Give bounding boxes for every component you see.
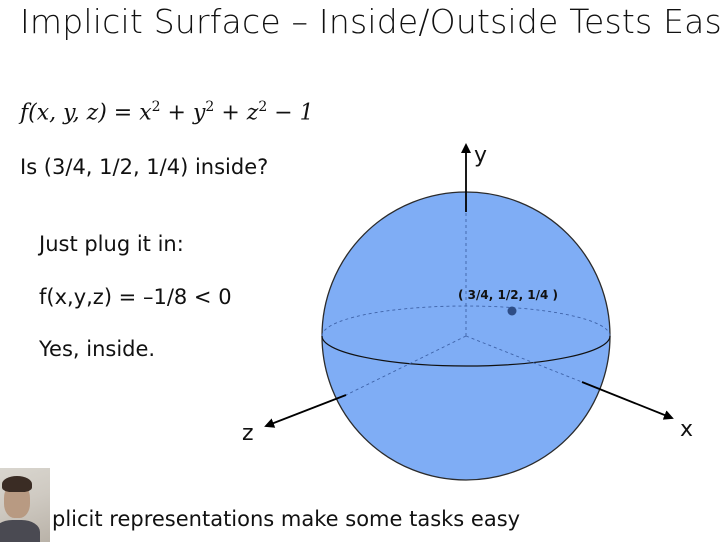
bottom-caption: plicit representations make some tasks e… [52, 507, 521, 531]
point-label: ( 3/4, 1/2, 1/4 ) [458, 288, 558, 302]
presenter-shirt [0, 520, 40, 542]
y-axis-label: y [474, 143, 487, 168]
z-axis-label: z [242, 421, 254, 446]
presenter-hair [2, 476, 32, 492]
formula-plus-y: + y [160, 100, 206, 126]
z-axis-arrow [264, 394, 347, 428]
result-text: Yes, inside. [39, 337, 156, 361]
formula-minus-one: − 1 [267, 100, 314, 126]
equator-front [321, 335, 611, 367]
formula-exponent-y: 2 [205, 99, 215, 115]
implicit-function-formula: f(x, y, z) = x2 + y2 + z2 − 1 [20, 99, 314, 125]
inside-question: Is (3/4, 1/2, 1/4) inside? [20, 155, 269, 179]
slide-title: Implicit Surface – Inside/Outside Tests … [20, 2, 723, 41]
webcam-overlay [0, 468, 50, 542]
formula-exponent-z: 2 [258, 99, 268, 115]
x-axis-hidden [465, 335, 583, 383]
query-point [507, 306, 517, 316]
x-axis-label: x [680, 417, 693, 442]
formula-lhs: f(x, y, z) = x [20, 100, 152, 126]
x-axis-arrow [581, 381, 674, 420]
formula-exponent-x: 2 [151, 99, 161, 115]
watermark [0, 0, 160, 28]
evaluation-text: f(x,y,z) = –1/8 < 0 [39, 285, 232, 309]
plug-in-text: Just plug it in: [39, 232, 184, 256]
formula-plus-z: + z [214, 100, 259, 126]
z-axis-hidden [343, 335, 467, 397]
